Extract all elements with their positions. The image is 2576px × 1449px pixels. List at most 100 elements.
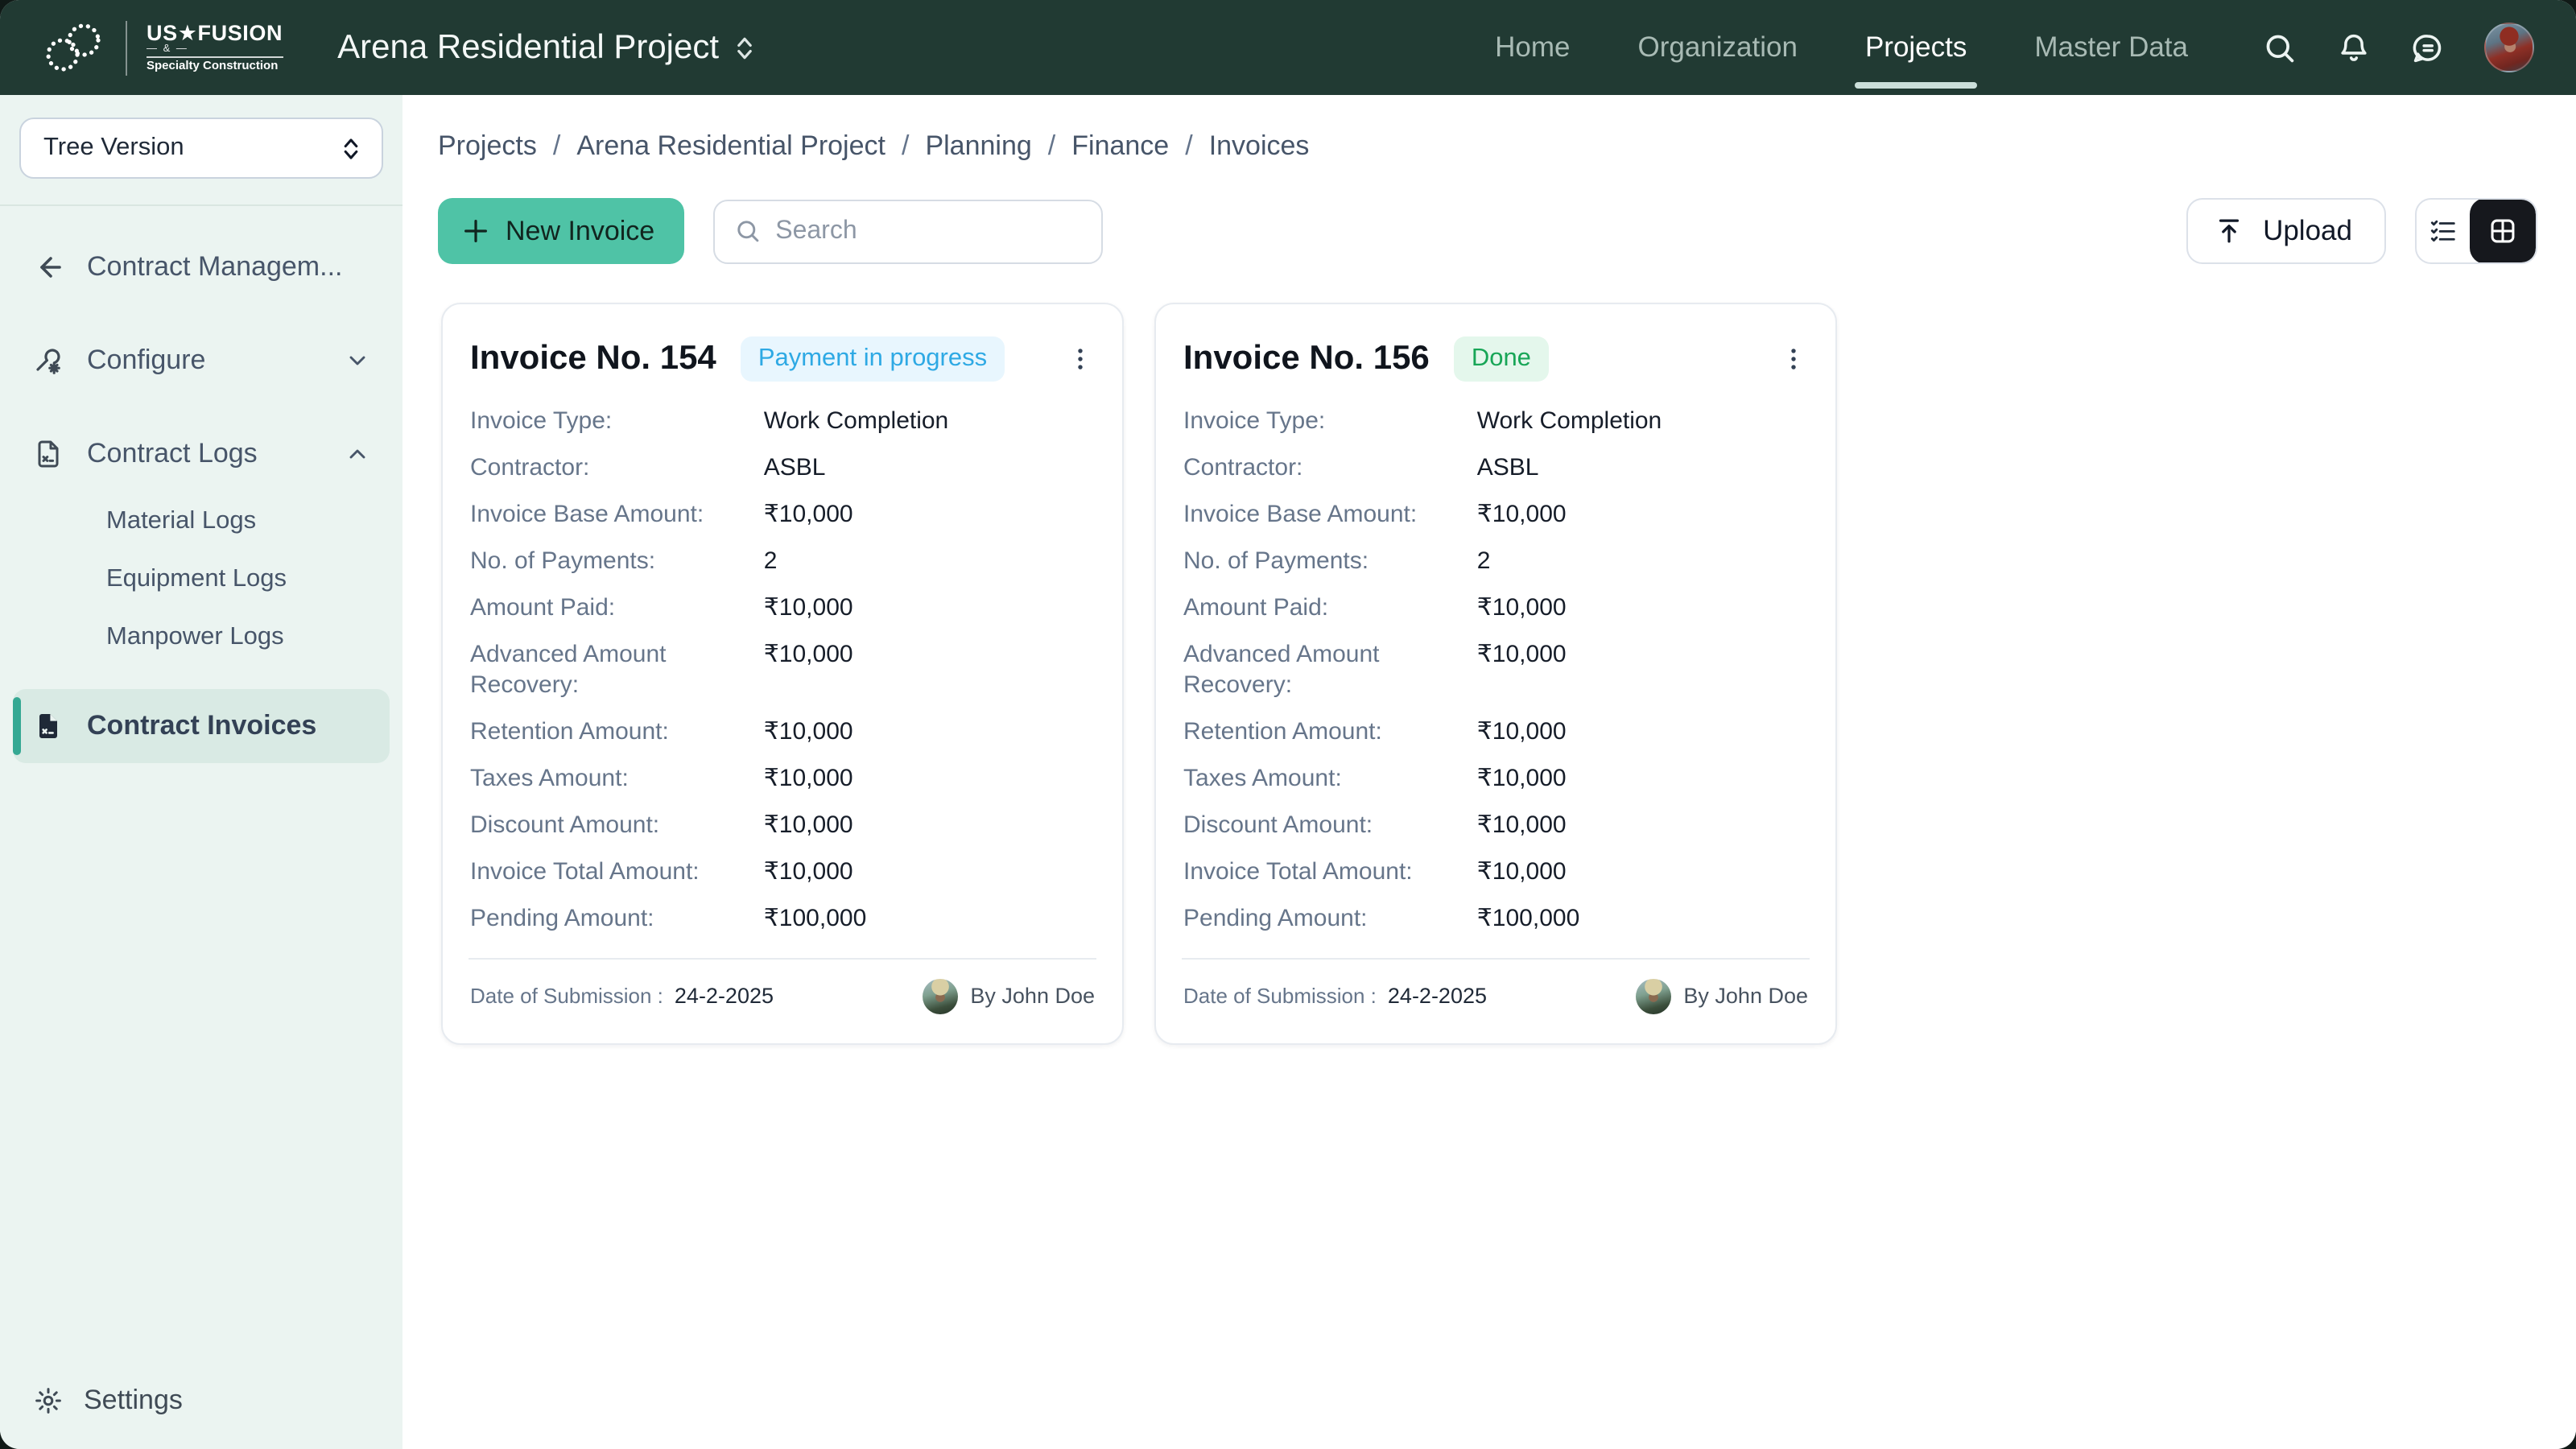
field-row: Invoice Base Amount: ₹10,000 xyxy=(469,491,1096,538)
sidebar-item-contract-invoices[interactable]: Contract Invoices xyxy=(13,689,390,763)
field-value: ASBL xyxy=(1476,453,1539,481)
brand-amp: — & — xyxy=(147,43,188,56)
new-invoice-button[interactable]: New Invoice xyxy=(438,198,684,264)
kebab-menu-icon[interactable] xyxy=(1777,341,1810,377)
project-switcher[interactable]: Arena Residential Project xyxy=(337,28,756,67)
user-avatar[interactable] xyxy=(2484,23,2534,72)
search-icon[interactable] xyxy=(2262,30,2297,65)
nav-item[interactable]: Home xyxy=(1495,31,1571,63)
field-row: Invoice Base Amount: ₹10,000 xyxy=(1182,491,1810,538)
field-value: 2 xyxy=(1476,547,1491,575)
brand-subtitle: Specialty Construction xyxy=(147,56,283,72)
field-value: ₹10,000 xyxy=(763,858,853,886)
field-value: ₹10,000 xyxy=(763,500,853,528)
list-view-toggle[interactable] xyxy=(2417,200,2470,262)
field-row: Advanced Amount Recovery: ₹10,000 xyxy=(469,631,1096,710)
field-row: Pending Amount: ₹100,000 xyxy=(1182,896,1810,943)
upload-icon xyxy=(2218,219,2239,243)
gear-icon xyxy=(35,1388,61,1414)
plus-icon xyxy=(464,220,487,242)
contract-logs-subitems: Material Logs Equipment Logs Manpower Lo… xyxy=(13,493,390,667)
field-value: ₹10,000 xyxy=(1476,593,1567,621)
card-divider xyxy=(469,957,1096,960)
field-label: Contractor: xyxy=(1183,453,1303,481)
field-label: Amount Paid: xyxy=(470,593,616,621)
field-row: Taxes Amount: ₹10,000 xyxy=(469,756,1096,803)
chevron-updown-icon xyxy=(737,36,751,59)
search-input[interactable] xyxy=(775,217,1082,246)
sidebar-item-label: Contract Logs xyxy=(87,438,258,469)
sidebar-subitem[interactable]: Material Logs xyxy=(106,507,257,535)
sidebar-item-contract-management-back[interactable]: Contract Managem... xyxy=(13,235,390,299)
sidebar-item-configure[interactable]: Configure xyxy=(13,328,390,393)
tree-version-value: Tree Version xyxy=(43,134,184,161)
field-label: No. of Payments: xyxy=(470,547,656,575)
breadcrumb-item[interactable]: Invoices xyxy=(1208,130,1310,161)
card-header: Invoice No. 154 Payment in progress xyxy=(469,330,1096,398)
submitter-name: By John Doe xyxy=(970,984,1095,1009)
breadcrumb-separator: / xyxy=(1185,130,1193,161)
sidebar-item-settings[interactable]: Settings xyxy=(0,1359,402,1449)
breadcrumb-item[interactable]: Planning xyxy=(925,130,1032,161)
field-label: Discount Amount: xyxy=(470,811,660,840)
chat-icon[interactable] xyxy=(2410,30,2446,65)
field-label: Discount Amount: xyxy=(1183,811,1373,840)
breadcrumb: Projects / Arena Residential Project / P… xyxy=(438,130,2537,163)
field-value: Work Completion xyxy=(763,407,949,435)
tree-version-select[interactable]: Tree Version xyxy=(19,118,383,179)
field-label: Advanced Amount Recovery: xyxy=(1183,640,1380,700)
sidebar: Tree Version Contract Managem... xyxy=(0,95,402,1449)
field-row: Amount Paid: ₹10,000 xyxy=(1182,584,1810,631)
top-header: US★FUSION — & — Specialty Construction A… xyxy=(0,0,2576,95)
field-value: ₹100,000 xyxy=(1476,905,1580,933)
field-value: ₹10,000 xyxy=(1476,718,1567,746)
main-content: Projects / Arena Residential Project / P… xyxy=(402,95,2576,1449)
submitter-avatar xyxy=(1635,978,1671,1014)
chevron-up-icon xyxy=(349,449,365,459)
submission-label: Date of Submission : xyxy=(470,984,663,1009)
card-footer: Date of Submission : 24-2-2025 By John D… xyxy=(469,959,1096,1026)
invoice-card: Invoice No. 156 Done xyxy=(1154,303,1837,1045)
breadcrumb-separator: / xyxy=(901,130,910,161)
field-row: Invoice Type: Work Completion xyxy=(1182,398,1810,444)
field-row: No. of Payments: 2 xyxy=(1182,538,1810,584)
field-label: Retention Amount: xyxy=(470,718,669,746)
breadcrumb-item[interactable]: Arena Residential Project xyxy=(576,130,886,161)
sidebar-item-label: Contract Invoices xyxy=(87,710,317,741)
checklist-icon xyxy=(2430,220,2455,242)
field-label: No. of Payments: xyxy=(1183,547,1369,575)
upload-button[interactable]: Upload xyxy=(2186,198,2386,264)
field-value: ₹10,000 xyxy=(763,765,853,793)
breadcrumb-item[interactable]: Finance xyxy=(1071,130,1170,161)
grid-view-toggle[interactable] xyxy=(2470,200,2536,262)
sidebar-item-label: Configure xyxy=(87,345,206,375)
sidebar-subitem[interactable]: Equipment Logs xyxy=(106,565,287,592)
nav-item[interactable]: Master Data xyxy=(2034,31,2188,63)
nav-item[interactable]: Projects xyxy=(1855,0,1977,95)
new-invoice-label: New Invoice xyxy=(506,215,655,246)
sidebar-item-contract-logs[interactable]: Contract Logs xyxy=(13,422,390,486)
invoice-card: Invoice No. 154 Payment in progress xyxy=(441,303,1124,1045)
status-badge: Done xyxy=(1453,336,1549,382)
field-label: Retention Amount: xyxy=(1183,718,1382,746)
field-row: Invoice Total Amount: ₹10,000 xyxy=(469,849,1096,896)
field-row: Pending Amount: ₹100,000 xyxy=(469,896,1096,943)
wrench-gear-icon xyxy=(36,349,60,374)
submission-label: Date of Submission : xyxy=(1183,984,1377,1009)
breadcrumb-separator: / xyxy=(1047,130,1056,161)
notifications-bell-icon[interactable] xyxy=(2336,30,2372,65)
breadcrumb-item[interactable]: Projects xyxy=(438,130,537,161)
submitted-by: By John Doe xyxy=(1635,978,1808,1014)
search-box xyxy=(712,199,1103,263)
field-label: Contractor: xyxy=(470,453,590,481)
invoice-title: Invoice No. 156 xyxy=(1183,340,1430,377)
field-value: ₹10,000 xyxy=(763,640,853,668)
upload-label: Upload xyxy=(2263,214,2352,246)
kebab-menu-icon[interactable] xyxy=(1064,341,1096,377)
sidebar-subitem[interactable]: Manpower Logs xyxy=(106,623,284,650)
nav-item[interactable]: Organization xyxy=(1637,31,1798,63)
arrow-left-icon xyxy=(40,257,61,278)
card-fields: Invoice Type: Work Completion Contractor… xyxy=(469,398,1096,943)
document-invoice-icon xyxy=(39,714,57,738)
